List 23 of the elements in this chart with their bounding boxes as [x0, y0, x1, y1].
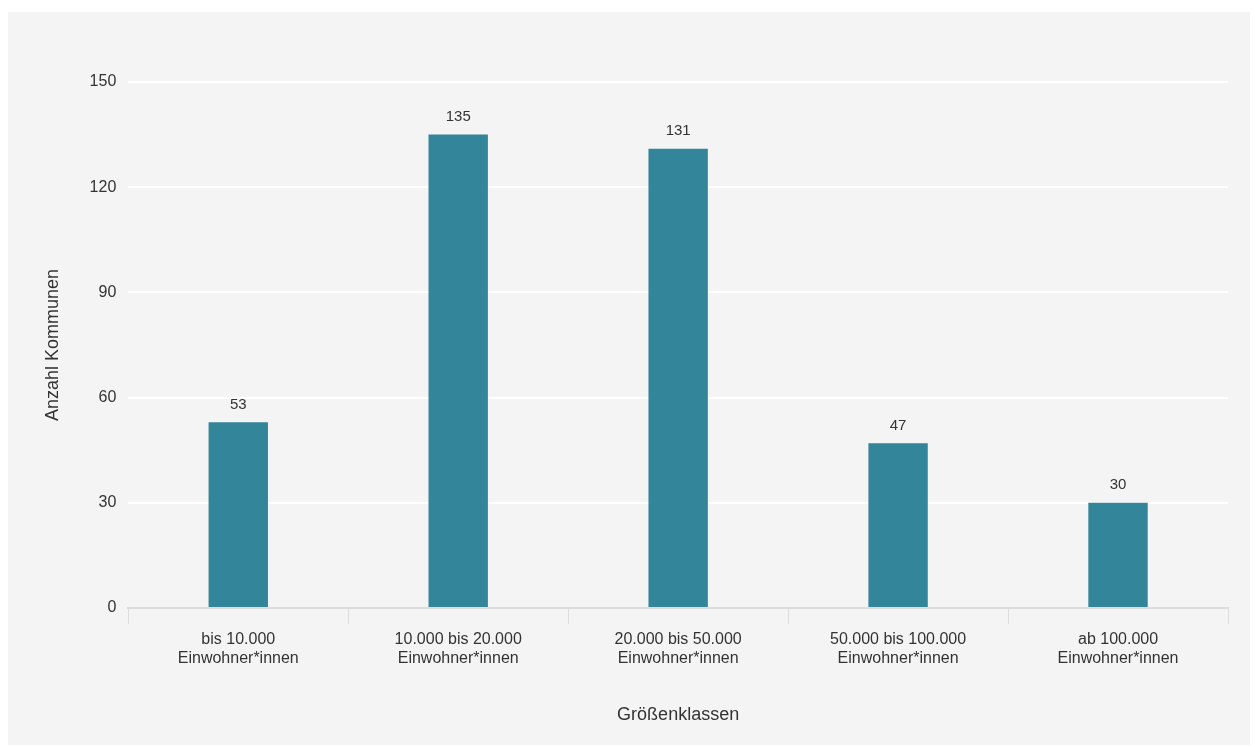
- y-tick-label: 60: [98, 388, 117, 406]
- x-tick-label: 10.000 bis 20.000 Einwohner*innen: [394, 630, 522, 667]
- bar: [648, 148, 708, 607]
- data-label: 135: [445, 107, 471, 125]
- x-tick-label: ab 100.000 Einwohner*innen: [1057, 630, 1179, 667]
- y-tick-label: 120: [89, 177, 117, 195]
- data-label: 30: [1109, 475, 1127, 493]
- data-label: 131: [665, 121, 691, 139]
- y-axis-title: Anzahl Kommunen: [41, 268, 62, 422]
- y-tick-label: 150: [89, 72, 117, 90]
- x-axis-title: Größenklassen: [617, 704, 740, 725]
- y-tick-label: 0: [107, 598, 117, 616]
- bar: [208, 422, 268, 607]
- x-tick-label: 20.000 bis 50.000 Einwohner*innen: [614, 630, 742, 667]
- bar: [428, 134, 488, 607]
- y-tick-label: 90: [98, 282, 117, 300]
- data-label: 47: [889, 415, 907, 433]
- x-tick-label: bis 10.000 Einwohner*innen: [177, 630, 299, 667]
- x-tick-label: 50.000 bis 100.000 Einwohner*innen: [830, 630, 967, 667]
- y-tick-label: 30: [98, 493, 117, 511]
- data-label: 53: [229, 394, 247, 412]
- bar: [868, 443, 928, 607]
- bar: [1088, 502, 1148, 607]
